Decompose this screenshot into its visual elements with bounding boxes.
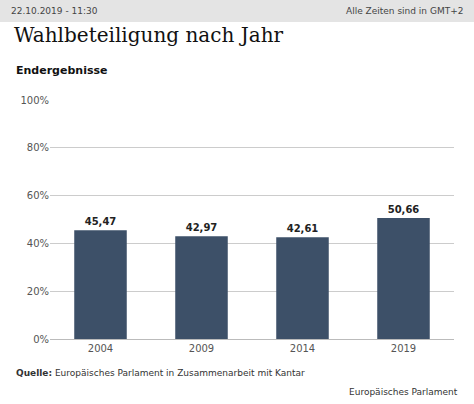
svg-text:0%: 0% bbox=[33, 334, 49, 345]
svg-text:2004: 2004 bbox=[88, 343, 113, 354]
svg-text:40%: 40% bbox=[27, 238, 49, 249]
svg-text:100%: 100% bbox=[20, 95, 49, 106]
svg-text:42,97: 42,97 bbox=[186, 222, 218, 233]
svg-text:60%: 60% bbox=[27, 190, 49, 201]
svg-text:22.10.2019 - 11:30: 22.10.2019 - 11:30 bbox=[11, 6, 98, 16]
svg-text:50,66: 50,66 bbox=[388, 204, 420, 215]
svg-text:42,61: 42,61 bbox=[287, 223, 319, 234]
svg-text:2019: 2019 bbox=[391, 343, 416, 354]
svg-text:2014: 2014 bbox=[290, 343, 315, 354]
svg-text:Quelle: Europäisches Parlament: Quelle: Europäisches Parlament in Zusamm… bbox=[16, 368, 305, 378]
svg-text:Wahlbeteiligung nach Jahr: Wahlbeteiligung nach Jahr bbox=[14, 23, 284, 47]
svg-text:Endergebnisse: Endergebnisse bbox=[16, 64, 107, 77]
svg-text:20%: 20% bbox=[27, 286, 49, 297]
svg-text:Alle Zeiten sind in GMT+2: Alle Zeiten sind in GMT+2 bbox=[346, 6, 463, 16]
svg-text:80%: 80% bbox=[27, 142, 49, 153]
svg-text:45,47: 45,47 bbox=[85, 216, 117, 227]
svg-text:2009: 2009 bbox=[189, 343, 214, 354]
svg-text:Europäisches Parlament: Europäisches Parlament bbox=[349, 387, 458, 397]
